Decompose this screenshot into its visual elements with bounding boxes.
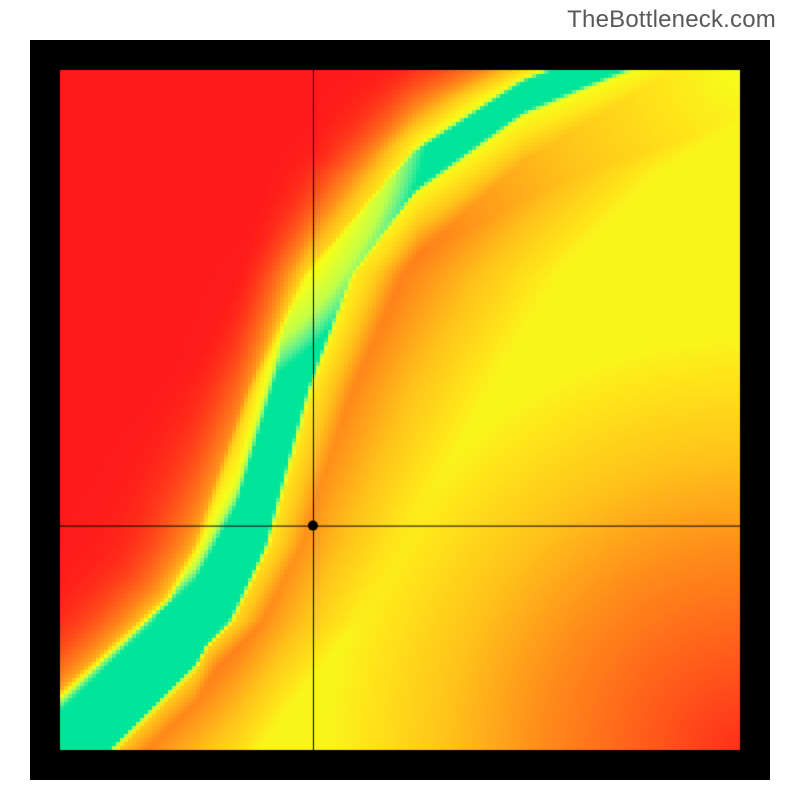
watermark-text: TheBottleneck.com xyxy=(567,6,776,34)
heatmap-chart xyxy=(30,40,770,780)
heatmap-canvas xyxy=(30,40,770,780)
